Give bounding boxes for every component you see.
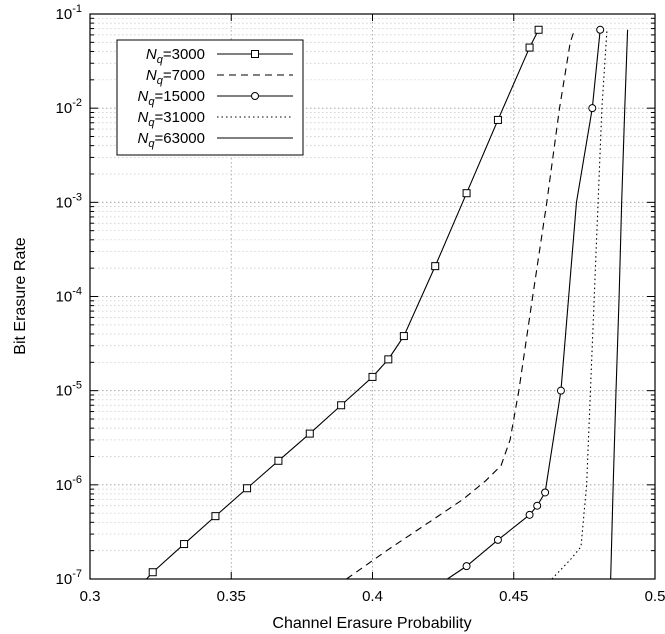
x-tick-label: 0.4 bbox=[362, 588, 383, 605]
y-tick-label-exponent: -1 bbox=[72, 3, 82, 15]
legend-label-subscript: q bbox=[148, 96, 155, 108]
legend-label-subscript: q bbox=[148, 117, 155, 129]
data-point bbox=[337, 401, 346, 410]
legend-label-main: N bbox=[138, 88, 149, 105]
data-point bbox=[525, 43, 534, 52]
series-line bbox=[551, 29, 608, 580]
series-line bbox=[610, 29, 629, 580]
data-point bbox=[533, 501, 542, 510]
series-line bbox=[346, 29, 576, 580]
y-tick-label-exponent: -5 bbox=[72, 380, 82, 392]
data-point bbox=[493, 535, 502, 544]
legend-label: Nq=15000 bbox=[138, 88, 205, 108]
data-point bbox=[368, 372, 377, 381]
y-tick-label: 10-1 bbox=[56, 3, 82, 23]
legend-box bbox=[116, 39, 304, 156]
x-tick-label: 0.45 bbox=[499, 588, 528, 605]
data-point bbox=[596, 25, 605, 34]
y-tick-label: 10-5 bbox=[56, 380, 82, 400]
data-point bbox=[384, 355, 393, 364]
series-layer bbox=[146, 25, 629, 580]
y-tick-label-base: 10 bbox=[56, 289, 73, 306]
y-tick-label-base: 10 bbox=[56, 477, 73, 494]
legend-label-subscript: q bbox=[148, 138, 155, 150]
data-point bbox=[243, 484, 252, 493]
series-5 bbox=[610, 29, 629, 580]
x-tick-label: 0.5 bbox=[645, 588, 665, 605]
y-tick-label: 10-2 bbox=[56, 97, 82, 117]
y-tick-label-exponent: -4 bbox=[72, 286, 82, 298]
y-tick-label-exponent: -3 bbox=[72, 191, 82, 203]
data-point bbox=[462, 189, 471, 198]
data-point bbox=[305, 429, 314, 438]
data-point bbox=[399, 332, 408, 341]
y-tick-label-base: 10 bbox=[56, 194, 73, 211]
y-tick-label-base: 10 bbox=[56, 383, 73, 400]
legend-marker bbox=[251, 92, 259, 100]
y-tick-label-base: 10 bbox=[56, 100, 73, 117]
series-4 bbox=[551, 29, 608, 580]
data-point bbox=[431, 262, 440, 271]
data-point bbox=[541, 488, 550, 497]
series-line bbox=[447, 29, 601, 580]
legend-label-rest: =15000 bbox=[155, 88, 205, 105]
legend-label-main: N bbox=[138, 109, 149, 126]
y-axis-label: Bit Erasure Rate bbox=[12, 237, 29, 354]
y-tick-label-base: 10 bbox=[56, 571, 73, 588]
data-point bbox=[556, 386, 565, 395]
legend-label-rest: =7000 bbox=[163, 67, 205, 84]
legend-label-rest: =31000 bbox=[155, 109, 205, 126]
legend-label-subscript: q bbox=[157, 75, 164, 87]
y-tick-label-exponent: -7 bbox=[72, 568, 82, 580]
legend-marker bbox=[251, 50, 259, 58]
legend-label: Nq=3000 bbox=[146, 46, 205, 66]
data-point bbox=[462, 562, 471, 571]
legend-label-main: N bbox=[138, 130, 149, 147]
series-3 bbox=[447, 25, 605, 580]
y-tick-label-base: 10 bbox=[56, 6, 73, 23]
y-tick-label: 10-7 bbox=[56, 568, 82, 588]
series-1 bbox=[146, 25, 543, 580]
legend-label-main: N bbox=[146, 67, 157, 84]
y-tick-label: 10-4 bbox=[56, 286, 82, 306]
series-2 bbox=[346, 29, 576, 580]
data-point bbox=[180, 540, 189, 549]
x-tick-label: 0.35 bbox=[217, 588, 246, 605]
data-point bbox=[525, 510, 534, 519]
x-axis-label: Channel Erasure Probability bbox=[272, 615, 471, 632]
legend-label: Nq=63000 bbox=[138, 130, 205, 150]
legend-label: Nq=31000 bbox=[138, 109, 205, 129]
x-tick-label: 0.3 bbox=[80, 588, 101, 605]
series-line bbox=[146, 29, 540, 580]
legend-label-rest: =3000 bbox=[163, 46, 205, 63]
legend-label-main: N bbox=[146, 46, 157, 63]
data-point bbox=[493, 115, 502, 124]
legend-label: Nq=7000 bbox=[146, 67, 205, 87]
y-tick-label: 10-3 bbox=[56, 191, 82, 211]
y-tick-label-exponent: -2 bbox=[72, 97, 82, 109]
legend-label-subscript: q bbox=[157, 54, 164, 66]
y-tick-label-exponent: -6 bbox=[72, 474, 82, 486]
data-point bbox=[274, 456, 283, 465]
legend-label-rest: =63000 bbox=[155, 130, 205, 147]
axis-ticks: 0.3 0.35 0.4 0.45 0.510-710-610-510-410-310-… bbox=[56, 3, 665, 605]
data-point bbox=[148, 568, 157, 577]
data-point bbox=[211, 512, 220, 521]
data-point bbox=[588, 104, 597, 113]
y-tick-label: 10-6 bbox=[56, 474, 82, 494]
data-point bbox=[534, 25, 543, 34]
